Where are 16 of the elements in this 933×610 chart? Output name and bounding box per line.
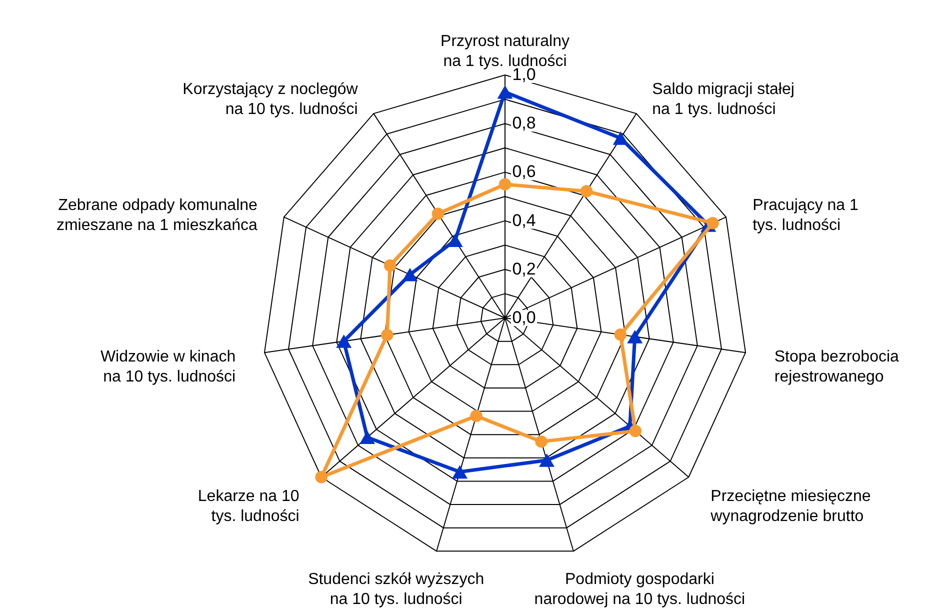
y-tick-label: 0,0 [512,308,536,327]
spoke-label: Pracujący na 1 tys. ludności [752,196,859,234]
y-tick-label: 0,2 [512,259,536,278]
spoke-label: Lekarze na 10 tys. ludności [198,488,300,526]
spoke-label: Przeciętne miesięczne wynagrodzenie brutto [710,488,871,526]
spoke-label: Zebrane odpady komunalne zmieszane na 1 mieszkańca [56,196,258,234]
spoke-label: Studenci szkół wyższych na 10 tys. ludności [308,571,484,608]
spoke-label: Saldo migracji stałej na 1 tys. ludności [652,81,794,118]
spoke-label: Korzystający z noclegów na 10 tys. ludności [182,81,358,118]
spoke-label: Podmioty gospodarki narodowej na 10 tys. ludności [534,571,746,608]
y-tick-label: 0,4 [512,210,536,230]
spoke-label: Stopa bezrobocia rejestrowanego [774,348,900,386]
y-tick-label: 0,6 [512,162,536,182]
spoke-label: Widzowie w kinach na 10 tys. ludności [100,348,236,386]
y-tick-label: 1,0 [512,65,536,84]
y-tick-label: 0,8 [512,114,536,133]
